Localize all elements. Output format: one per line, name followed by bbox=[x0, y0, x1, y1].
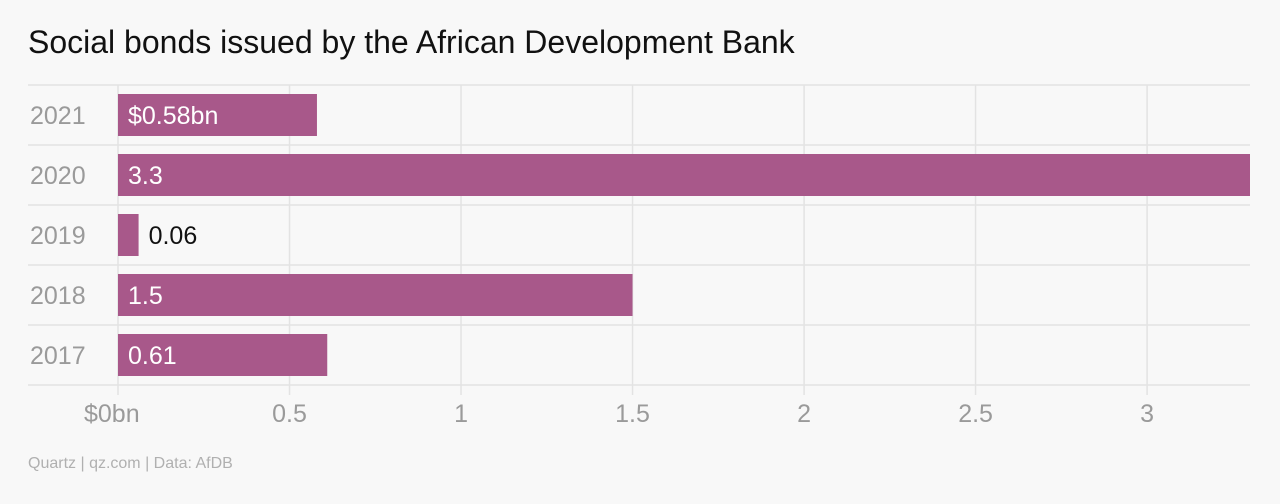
chart-title: Social bonds issued by the African Devel… bbox=[28, 24, 795, 60]
value-label: 3.3 bbox=[128, 162, 163, 190]
value-label: 0.61 bbox=[128, 342, 177, 370]
bar-chart: 2021 2020 2019 2018 2017 $0.58bn 3.3 0.06 1.5 0.… bbox=[28, 84, 1250, 428]
x-tick-label: 0.5 bbox=[272, 400, 307, 428]
bar-2018 bbox=[118, 274, 633, 316]
category-labels: 2021 2020 2019 2018 2017 bbox=[30, 102, 86, 370]
x-tick-labels: $0bn 0.5 1 1.5 2 2.5 3 bbox=[84, 400, 1154, 428]
category-label: 2018 bbox=[30, 282, 86, 310]
value-labels: $0.58bn 3.3 0.06 1.5 0.61 bbox=[128, 102, 218, 370]
category-label: 2021 bbox=[30, 102, 86, 130]
x-tick-label: 3 bbox=[1140, 400, 1154, 428]
bar-2020 bbox=[118, 154, 1250, 196]
value-label: 0.06 bbox=[149, 222, 198, 250]
x-tick-label: 1 bbox=[454, 400, 468, 428]
x-tick-label: 2 bbox=[797, 400, 811, 428]
bar-2021 bbox=[118, 94, 317, 136]
x-tick-label: 2.5 bbox=[958, 400, 993, 428]
bars-group bbox=[118, 94, 1250, 376]
x-tick-label: 1.5 bbox=[615, 400, 650, 428]
category-label: 2020 bbox=[30, 162, 86, 190]
category-label: 2017 bbox=[30, 342, 86, 370]
value-label: $0.58bn bbox=[128, 102, 218, 130]
bar-2019 bbox=[118, 214, 139, 256]
x-tick-label: $0bn bbox=[84, 400, 140, 428]
gridlines bbox=[28, 84, 1250, 395]
source-note: Quartz | qz.com | Data: AfDB bbox=[28, 455, 233, 472]
value-label: 1.5 bbox=[128, 282, 163, 310]
bar-2017 bbox=[118, 334, 328, 376]
category-label: 2019 bbox=[30, 222, 86, 250]
